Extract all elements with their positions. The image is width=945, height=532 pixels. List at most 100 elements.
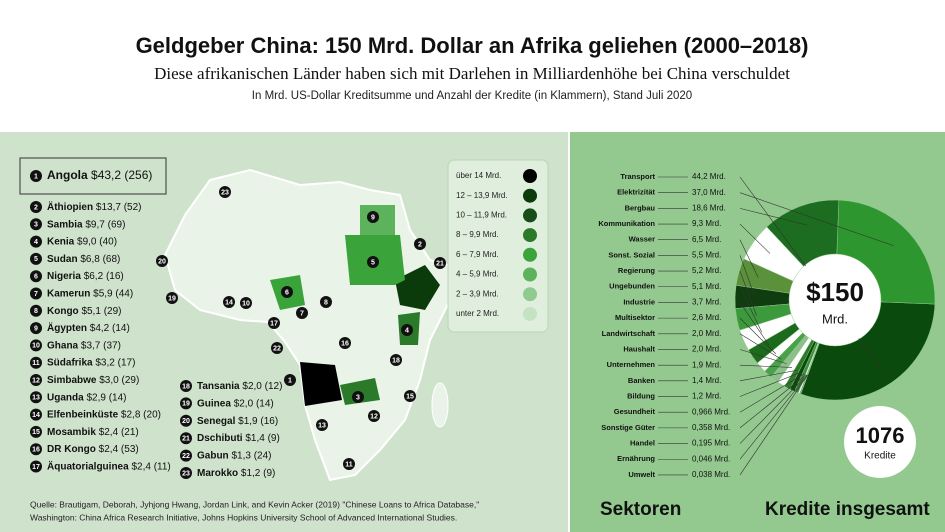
country-loans: (29) [104, 305, 122, 316]
country-name: Uganda [47, 392, 84, 403]
sector-heading: Sektoren [600, 499, 681, 520]
rank-number: 18 [182, 383, 190, 390]
leader-line [739, 270, 757, 316]
sector-name: Sonst. Sozial [608, 250, 655, 259]
country-name: Kongo [47, 305, 79, 316]
country-loans: (14) [256, 398, 274, 409]
leader-line [739, 349, 787, 364]
sector-name: Landwirtschaft [602, 329, 656, 338]
country-amount: $2,0 [242, 381, 262, 392]
country-loans: (16) [260, 415, 278, 426]
rank-marker [30, 443, 42, 456]
country-amount: $2,4 [99, 444, 119, 455]
country-entry: Äquatorialguinea $2,4 (11) [47, 459, 171, 472]
rank-marker [404, 390, 416, 402]
legend-box [447, 159, 549, 333]
leader-line [739, 374, 808, 460]
rank-number: 11 [32, 360, 40, 367]
rank-number: 11 [345, 461, 353, 468]
country-name: Guinea [197, 398, 231, 409]
rank-number: 21 [182, 436, 190, 443]
country-amount: $2,4 [131, 461, 151, 472]
country-loans: (40) [99, 236, 117, 247]
rank-number: 6 [34, 274, 38, 281]
sector-name: Unternehmen [607, 360, 656, 369]
rank-marker [30, 425, 42, 438]
rank-marker [367, 256, 379, 268]
legend-label: 8 – 9,9 Mrd. [456, 230, 499, 239]
country-loans: (69) [108, 219, 126, 230]
country-entry: Elfenbeinküste $2,8 (20) [47, 409, 161, 420]
country-amount: $2,8 [121, 409, 141, 420]
rank-marker [343, 458, 355, 470]
legend-swatch [523, 267, 537, 282]
country-amount: $9,0 [77, 236, 97, 247]
rank-marker [30, 322, 42, 335]
sector-value: 18,6 Mrd. [692, 203, 726, 212]
sector-name: Elektrizität [617, 188, 655, 197]
leader-line [739, 255, 756, 298]
total-loans: 1076 [856, 423, 905, 448]
source: Washington: China Africa Research Initia… [30, 512, 457, 522]
country-loans: (256) [124, 168, 152, 182]
country-name: Kamerun [47, 288, 90, 299]
rank-number: 5 [371, 259, 375, 266]
rank-number: 19 [182, 401, 190, 408]
rank-number: 16 [341, 340, 349, 347]
total-heading: Kredite insgesamt [765, 499, 930, 520]
rank-number: 21 [436, 260, 444, 267]
sector-name: Gesundheit [614, 407, 656, 416]
rank-number: 13 [32, 395, 40, 402]
rank-number: 14 [32, 412, 40, 419]
country-loans: (29) [122, 375, 140, 386]
sector-value: 0,038 Mrd. [692, 470, 730, 479]
rank-marker [30, 218, 42, 231]
rank-marker [339, 337, 351, 349]
rank-number: 1 [288, 377, 292, 384]
legend-label: unter 2 Mrd. [456, 309, 499, 318]
rank-number: 14 [225, 299, 233, 306]
rank-number: 6 [285, 289, 289, 296]
country-entry: Südafrika $3,2 (17) [47, 357, 135, 368]
rank-marker [281, 286, 293, 298]
country-loans: (14) [112, 323, 130, 334]
country-amount: $1,3 [231, 450, 251, 461]
country-amount: $2,9 [86, 392, 106, 403]
leader-line [739, 317, 776, 354]
sector-name: Ungebunden [609, 282, 655, 291]
rank-marker [30, 235, 42, 248]
leader-line [739, 364, 792, 368]
rank-number: 9 [34, 325, 38, 332]
sector-value: 0,046 Mrd. [692, 454, 730, 463]
country-name: Ghana [47, 340, 79, 351]
country-loans: (21) [121, 427, 139, 438]
sector-name: Bildung [627, 392, 655, 401]
country-amount: $9,7 [85, 219, 105, 230]
title: Geldgeber China: 150 Mrd. Dollar an Afri… [136, 33, 809, 58]
rank-number: 3 [356, 394, 360, 401]
country-entry: Kamerun $5,9 (44) [47, 288, 133, 299]
country-entry: Senegal $1,9 (16) [197, 415, 278, 426]
country-entry: Sudan $6,8 (68) [47, 254, 120, 265]
country-amount: $3,0 [99, 375, 119, 386]
rank-marker [352, 391, 364, 403]
country-name: Äquatorialguinea [47, 459, 129, 472]
rank-number: 9 [371, 214, 375, 221]
country-entry: Gabun $1,3 (24) [197, 450, 272, 461]
legend-label: 10 – 11,9 Mrd. [456, 211, 507, 220]
sector-value: 2,0 Mrd. [692, 345, 721, 354]
rank-marker [284, 374, 296, 386]
sector-name: Ernährung [617, 454, 655, 463]
legend-swatch [523, 287, 537, 302]
loans-circle [844, 406, 916, 478]
leader-line [739, 286, 763, 333]
country-name: Tansania [197, 381, 240, 392]
rank-marker [30, 304, 42, 317]
country-name: Gabun [197, 450, 229, 461]
sector-name: Banken [628, 376, 656, 385]
leader-line [739, 208, 808, 226]
sector-name: Bergbau [625, 203, 656, 212]
country-amount: $1,9 [238, 415, 258, 426]
country-name: Sambia [47, 219, 83, 230]
legend-label: 12 – 13,9 Mrd. [456, 191, 508, 200]
